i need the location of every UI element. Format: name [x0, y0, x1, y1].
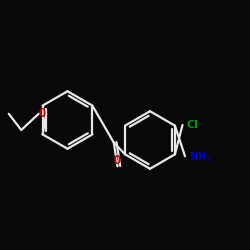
- Text: O: O: [114, 154, 121, 167]
- Text: O: O: [39, 107, 46, 120]
- Text: NH$_2$: NH$_2$: [189, 150, 212, 164]
- Text: Cl: Cl: [186, 120, 198, 130]
